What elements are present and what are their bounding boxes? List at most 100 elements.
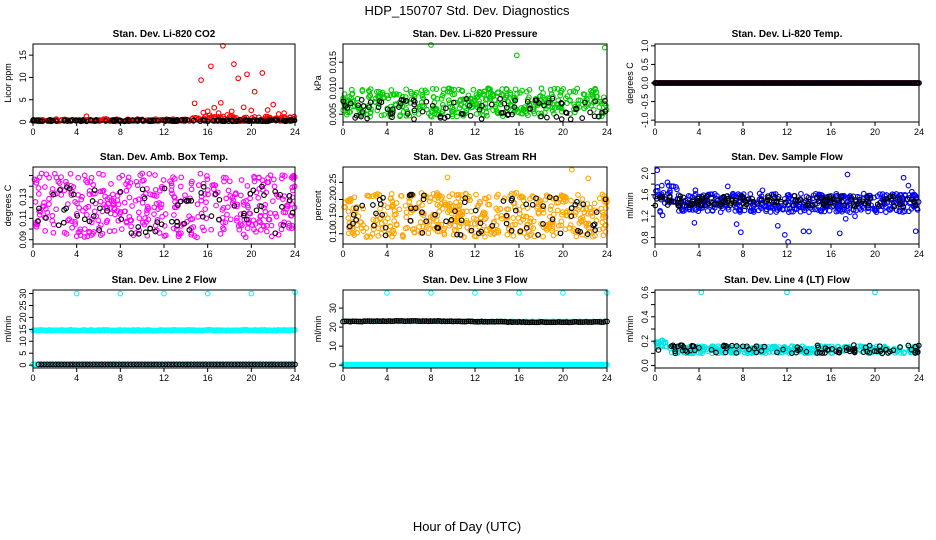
x-tick-label: 8	[740, 249, 745, 259]
point-colored	[599, 191, 606, 198]
x-tick-label: 4	[384, 249, 389, 259]
point-black	[672, 348, 678, 355]
y-tick-label: 0.20	[328, 191, 338, 209]
point-colored	[759, 187, 766, 194]
point-colored	[537, 93, 544, 99]
point-black	[575, 227, 581, 234]
point-black	[91, 187, 98, 193]
point-black	[61, 361, 68, 368]
point-colored	[42, 228, 49, 234]
x-tick-label: 24	[914, 249, 924, 259]
point-colored	[450, 231, 457, 238]
point-colored	[747, 208, 754, 214]
panel-title: Stan. Dev. Sample Flow	[731, 152, 843, 163]
point-outlier	[191, 100, 198, 107]
x-tick-label: 0	[30, 249, 35, 259]
x-tick-label: 12	[470, 127, 480, 137]
point-colored	[360, 205, 367, 212]
point-colored	[525, 221, 531, 228]
point-colored	[244, 183, 251, 189]
point-black	[553, 114, 560, 120]
point-black	[147, 118, 154, 125]
point-colored	[391, 218, 397, 224]
point-black	[462, 195, 469, 201]
point-colored	[424, 89, 430, 96]
point-colored	[473, 191, 479, 198]
point-outlier	[698, 289, 705, 296]
x-tick-label: 20	[246, 249, 256, 259]
point-colored	[36, 174, 43, 181]
point-colored	[46, 201, 52, 207]
point-black	[248, 361, 255, 368]
point-colored	[341, 91, 348, 97]
point-colored	[498, 215, 505, 222]
point-colored	[495, 191, 501, 198]
point-colored	[416, 224, 422, 230]
point-black	[843, 347, 850, 354]
point-black	[579, 319, 586, 325]
point-colored	[278, 221, 284, 228]
point-black	[382, 232, 389, 239]
point-colored	[480, 209, 487, 216]
point-colored	[420, 223, 426, 230]
point-colored	[520, 197, 527, 204]
point-colored	[557, 92, 564, 99]
point-colored	[168, 180, 175, 187]
x-tick-label: 20	[870, 127, 880, 137]
point-black	[221, 118, 227, 124]
point-colored	[88, 232, 95, 238]
point-colored	[343, 111, 350, 118]
point-colored	[49, 212, 56, 219]
point-colored	[488, 229, 495, 235]
point-colored	[520, 194, 526, 201]
point-black	[798, 197, 804, 203]
point-black	[168, 361, 174, 368]
point-colored	[494, 214, 500, 220]
point-colored	[495, 229, 502, 236]
point-colored	[562, 226, 569, 233]
point-colored	[801, 207, 808, 214]
point-colored	[524, 234, 530, 240]
point-black	[859, 198, 866, 205]
point-black	[272, 188, 279, 195]
x-tick-label: 16	[203, 127, 213, 137]
point-black	[174, 222, 181, 229]
point-black	[178, 117, 185, 124]
point-colored	[363, 234, 370, 240]
point-colored	[670, 183, 677, 190]
point-colored	[220, 174, 227, 181]
point-colored	[239, 222, 245, 229]
point-colored	[483, 227, 490, 233]
y-tick-label: 0.5	[640, 58, 650, 71]
point-colored	[596, 195, 603, 202]
point-black	[148, 361, 154, 368]
point-colored	[202, 206, 209, 212]
point-colored	[540, 210, 547, 216]
point-black	[890, 347, 897, 354]
point-black	[540, 203, 547, 209]
point-colored	[590, 88, 597, 95]
point-black	[765, 193, 771, 199]
point-colored	[473, 216, 480, 223]
point-colored	[905, 182, 912, 189]
point-colored	[63, 178, 69, 185]
point-colored	[667, 188, 673, 194]
point-colored	[736, 203, 743, 209]
point-black	[698, 202, 705, 209]
point-outlier	[204, 290, 211, 297]
point-colored	[269, 198, 276, 204]
point-colored	[600, 94, 607, 101]
point-colored	[46, 195, 52, 202]
y-tick-label: 0.2	[640, 335, 650, 348]
point-black	[254, 118, 260, 124]
point-colored	[98, 222, 104, 228]
point-outlier	[235, 75, 242, 82]
point-colored	[578, 218, 585, 224]
point-outlier	[264, 107, 271, 113]
point-black	[81, 361, 88, 368]
point-black	[119, 361, 125, 368]
point-colored	[541, 103, 548, 109]
panel-title: Stan. Dev. Li-820 Temp.	[732, 29, 843, 40]
point-black	[104, 207, 111, 214]
